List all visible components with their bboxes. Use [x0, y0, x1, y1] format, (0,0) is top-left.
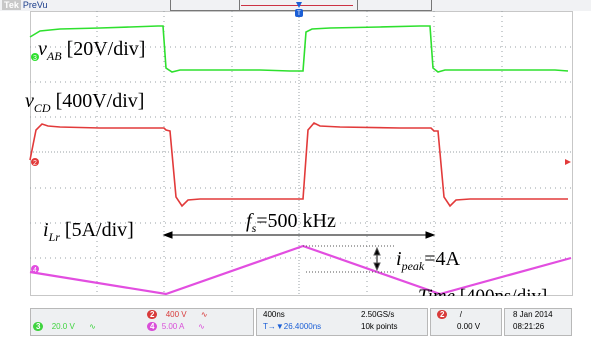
- trigger-position: T→▼26.4000ns: [263, 322, 321, 332]
- vab-scale: [20V/div]: [62, 38, 146, 60]
- ipeak-subscript: peak: [402, 259, 425, 273]
- trigger-slope-icon: /: [460, 310, 462, 319]
- ch4-badge: 4: [147, 322, 157, 331]
- ch3-badge: 3: [33, 322, 43, 331]
- vab-symbol: v: [38, 38, 47, 60]
- record-length: 10k points: [361, 322, 397, 332]
- ch4-setting[interactable]: 4 5.00 A ∿: [147, 322, 205, 332]
- ch3-marker-label: 3: [33, 55, 37, 62]
- ipeak-value: =4A: [424, 248, 460, 270]
- ch3-setting[interactable]: 3 20.0 V ∿: [33, 322, 96, 332]
- fs-label: fs=500 kHz: [246, 210, 336, 236]
- vcd-subscript: CD: [34, 101, 51, 115]
- vcd-scale: [400V/div]: [51, 90, 145, 112]
- horizontal-settings-box[interactable]: 400ns 2.50GS/s T→▼26.4000ns 10k points: [256, 308, 428, 336]
- ch4-marker-label: 4: [33, 267, 37, 274]
- ch3-scale: 20.0 V: [52, 322, 75, 331]
- ch2-marker-label: 2: [33, 160, 37, 167]
- trigger-level: 0.00 V: [457, 322, 480, 332]
- timebase-value: 400ns: [263, 310, 285, 320]
- time-display: 08:21:26: [513, 322, 544, 332]
- trigger-position-arrow: [296, 2, 302, 8]
- ch2-badge: 2: [147, 310, 157, 319]
- trigger-markers: [295, 2, 571, 165]
- vcd-label: vCD [400V/div]: [25, 90, 144, 116]
- vcd-symbol: v: [25, 90, 34, 112]
- trigger-source[interactable]: 2 /: [437, 310, 462, 320]
- ch2-bandwidth-icon: ∿: [201, 310, 208, 319]
- vertical-settings-box[interactable]: 2 400 V ∿ 3 20.0 V ∿ 4 5.00 A ∿: [30, 308, 254, 336]
- ipeak-label: ipeak=4A: [396, 248, 460, 274]
- sample-rate: 2.50GS/s: [361, 310, 394, 320]
- ilr-label: iLr [5A/div]: [43, 219, 134, 245]
- vab-subscript: AB: [47, 49, 62, 63]
- trigger-settings-box[interactable]: 2 / 0.00 V: [430, 308, 502, 336]
- ilr-subscript: Lr: [49, 230, 60, 244]
- trigger-level-marker: [565, 159, 571, 165]
- date-display: 8 Jan 2014: [513, 310, 553, 320]
- ch2-scale: 400 V: [166, 310, 187, 319]
- datetime-box: 8 Jan 2014 08:21:26: [504, 308, 572, 336]
- ch2-setting[interactable]: 2 400 V ∿: [147, 310, 208, 320]
- ch3-bandwidth-icon: ∿: [89, 322, 96, 331]
- trigger-source-badge: 2: [437, 310, 447, 319]
- vab-label: vAB [20V/div]: [38, 38, 145, 64]
- ch4-bandwidth-icon: ∿: [198, 322, 205, 331]
- status-bar: 2 400 V ∿ 3 20.0 V ∿ 4 5.00 A ∿ 400ns 2.…: [0, 296, 591, 351]
- trigger-marker-label: T: [297, 11, 301, 17]
- ilr-scale: [5A/div]: [60, 219, 134, 241]
- ch4-scale: 5.00 A: [162, 322, 184, 331]
- fs-value: =500 kHz: [256, 210, 336, 232]
